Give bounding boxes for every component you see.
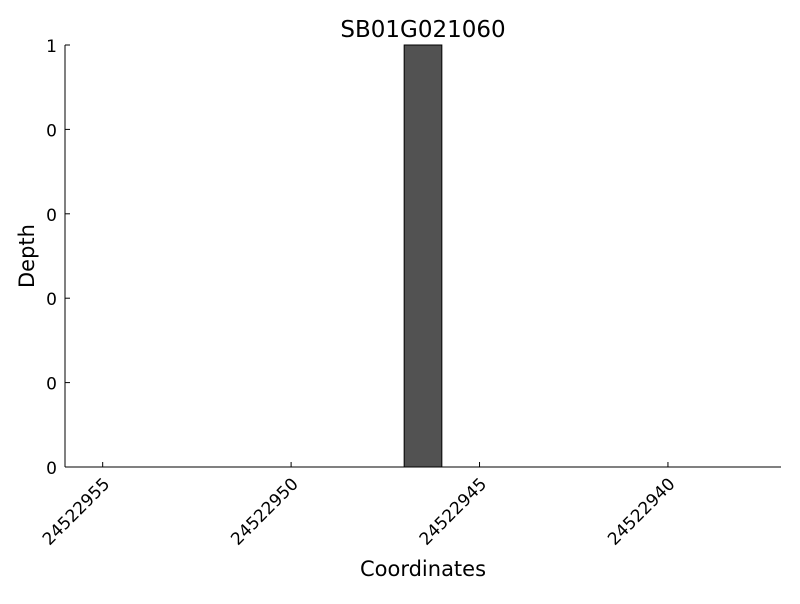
x-tick-label: 24522945 (416, 474, 491, 549)
y-tick-label: 0 (46, 290, 57, 310)
y-tick-label: 0 (46, 206, 57, 226)
y-tick-label: 0 (46, 459, 57, 479)
chart-title: SB01G021060 (340, 17, 505, 43)
x-axis-label: Coordinates (360, 557, 486, 581)
x-tick-label: 24522955 (39, 474, 114, 549)
bar (403, 44, 443, 468)
x-tick-label: 24522950 (227, 474, 302, 549)
y-tick-label: 1 (46, 37, 57, 57)
y-axis-label: Depth (15, 224, 39, 288)
y-tick-label: 0 (46, 375, 57, 395)
x-tick-label: 24522940 (604, 474, 679, 549)
y-tick-label: 0 (46, 121, 57, 141)
